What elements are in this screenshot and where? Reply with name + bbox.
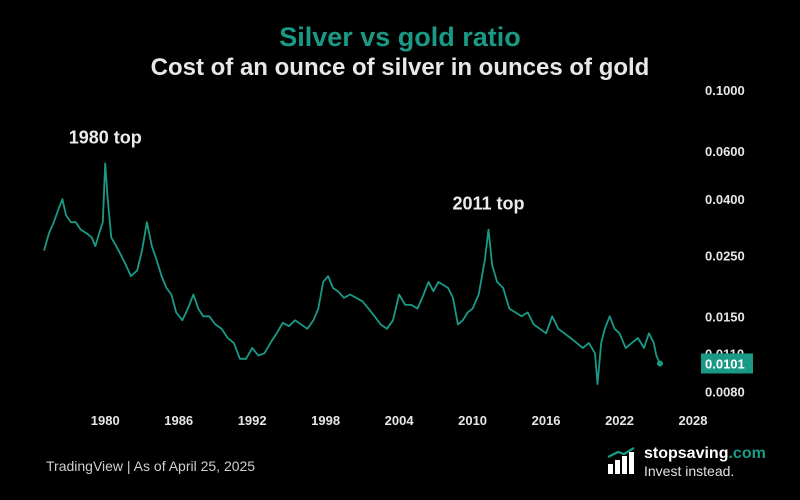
x-tick-label: 2028 <box>679 413 708 428</box>
x-tick-label: 2022 <box>605 413 634 428</box>
x-tick-label: 2004 <box>385 413 415 428</box>
last-value-label: 0.0101 <box>705 356 745 371</box>
x-tick-label: 1986 <box>164 413 193 428</box>
y-tick-label: 0.0150 <box>705 309 745 324</box>
last-point-marker <box>656 360 663 367</box>
brand-logo[interactable]: stopsaving.com Invest instead. <box>606 444 776 480</box>
bar-chart-icon <box>607 447 635 474</box>
chart-subtitle: Cost of an ounce of silver in ounces of … <box>150 54 650 81</box>
x-tick-label: 2016 <box>532 413 561 428</box>
brand-name: stopsaving.com <box>644 445 766 463</box>
annotation-label: 2011 top <box>452 194 524 214</box>
annotation-label: 1980 top <box>69 127 142 147</box>
chart-title: Silver vs gold ratio <box>279 22 521 52</box>
brand-tagline: Invest instead. <box>644 463 735 479</box>
y-tick-label: 0.0080 <box>705 384 745 399</box>
y-tick-label: 0.1000 <box>705 83 745 98</box>
y-tick-label: 0.0250 <box>705 248 745 263</box>
brand-name-domain: .com <box>728 445 766 462</box>
brand-name-main: stopsaving <box>644 445 729 462</box>
y-tick-label: 0.0400 <box>705 192 745 207</box>
x-tick-label: 1998 <box>311 413 340 428</box>
x-tick-label: 1980 <box>91 413 120 428</box>
x-tick-label: 1992 <box>238 413 267 428</box>
last-value-box <box>701 353 753 374</box>
source-caption: TradingView | As of April 25, 2025 <box>46 458 256 474</box>
series-line-0 <box>43 162 661 385</box>
y-tick-label: 0.0600 <box>705 144 745 159</box>
x-tick-label: 2010 <box>458 413 487 428</box>
